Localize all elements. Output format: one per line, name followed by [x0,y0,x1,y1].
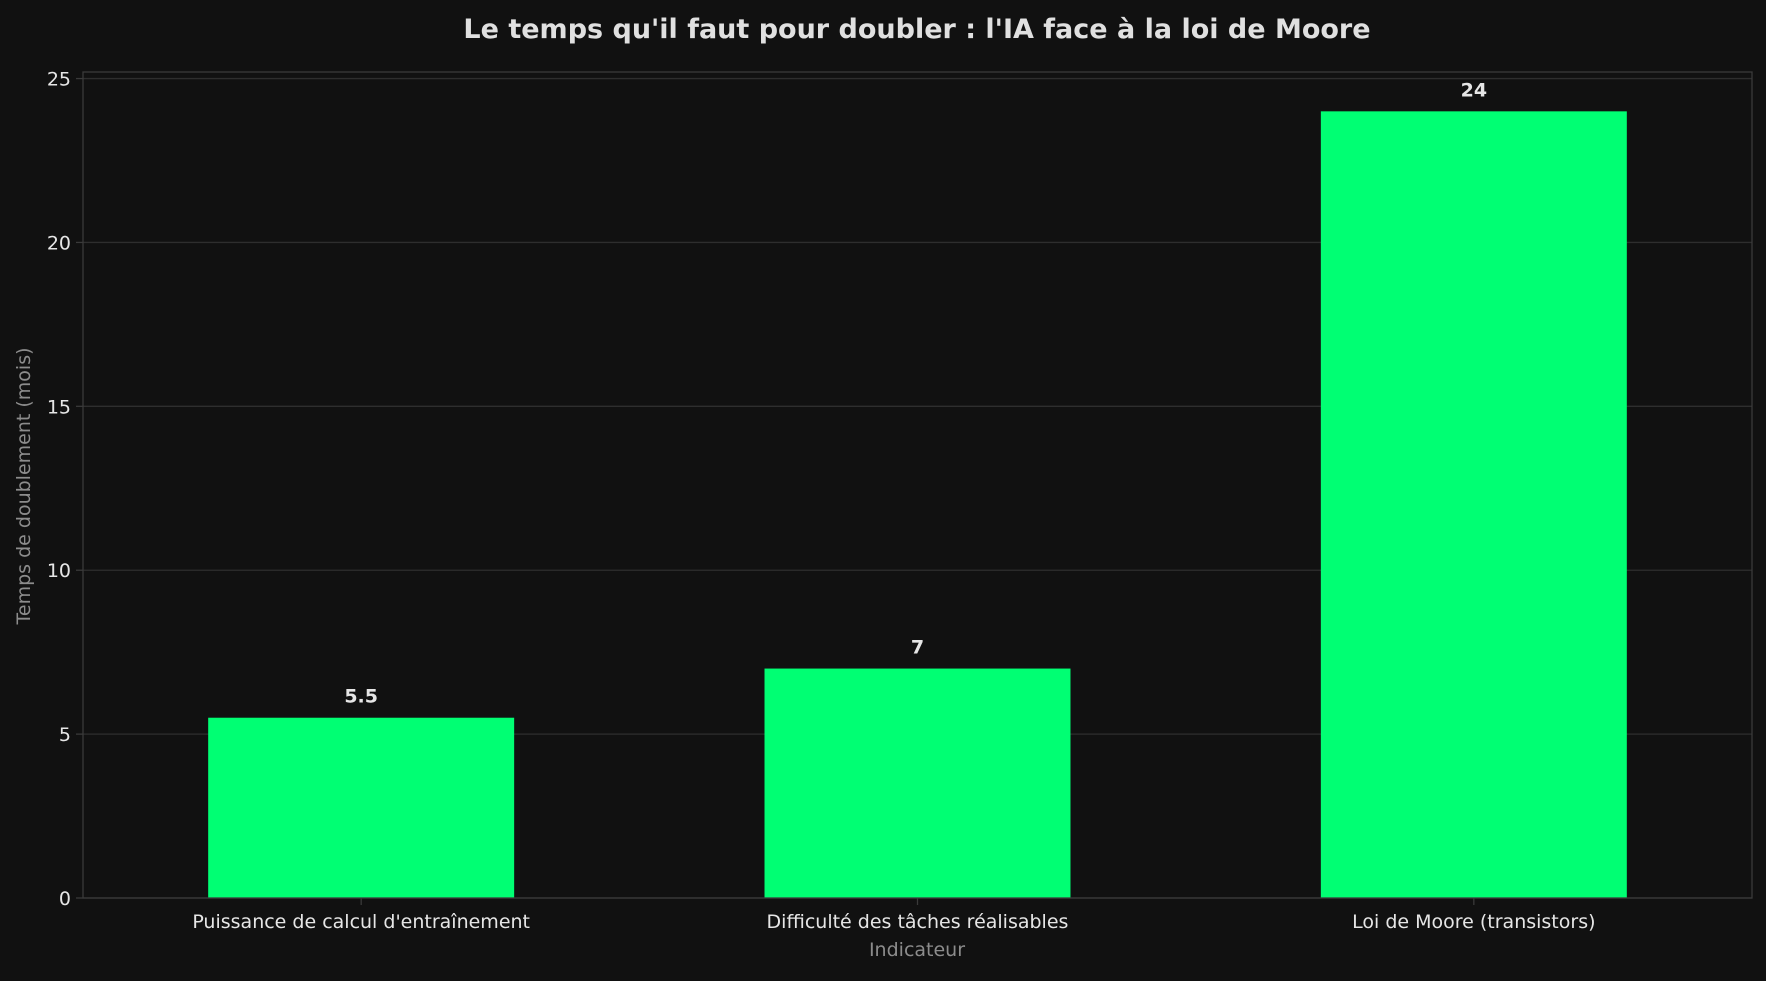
x-tick-label: Puissance de calcul d'entraînement [192,911,530,933]
y-tick-label: 20 [47,232,71,254]
x-tick-label: Loi de Moore (transistors) [1352,911,1595,933]
bar [208,717,515,898]
plot-area: 0 5 10 15 20 25 5.5 Puissance de calcul d'entra… [47,69,1753,933]
bar [764,668,1071,898]
y-tick-label: 10 [47,560,71,582]
x-axis-label: Indicateur [869,939,965,961]
y-tick-label: 15 [47,396,71,418]
plot-frame [82,71,1753,899]
bar-value-label: 7 [911,637,924,659]
bar-value-label: 24 [1461,79,1487,101]
y-tick-label: 25 [47,69,71,91]
bar-value-label: 5.5 [344,686,378,708]
bar [1320,111,1627,899]
y-tick-label: 0 [59,888,71,910]
chart-title: Le temps qu'il faut pour doubler : l'IA … [463,14,1370,45]
y-axis-label: Temps de doublement (mois) [13,348,35,626]
x-tick-label: Difficulté des tâches réalisables [767,911,1069,933]
y-tick-label: 5 [59,724,71,746]
